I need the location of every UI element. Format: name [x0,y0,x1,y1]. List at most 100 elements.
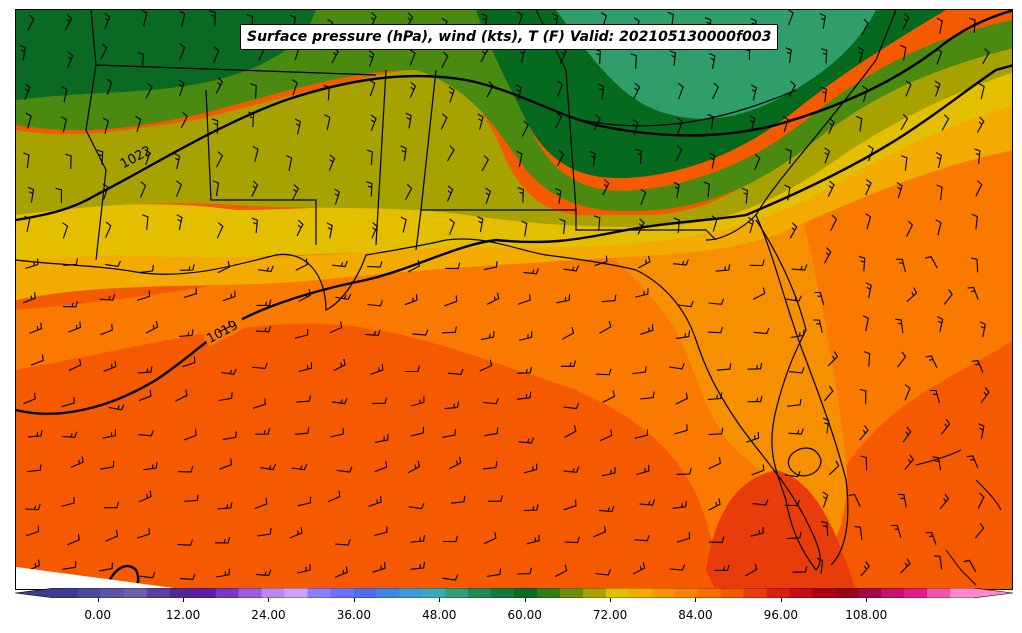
wind-barb [220,368,237,375]
wind-barb [819,13,826,29]
wind-barb [966,455,979,469]
wind-barb [477,113,484,130]
wind-barb [632,561,646,575]
wind-barb [23,152,30,169]
wind-barb [863,351,871,367]
wind-barb [676,468,692,475]
wind-barb [599,320,612,334]
wind-barb [335,293,352,300]
wind-barb [787,398,802,407]
wind-barb [324,114,331,131]
colorbar-segment [536,588,561,598]
wind-barb [182,356,196,368]
wind-barb [412,329,429,336]
wind-barb [372,397,388,404]
wind-barb [477,216,484,233]
wind-barb [366,149,373,166]
colorbar-tick [439,598,441,602]
wind-barb [963,559,977,572]
wind-barb [891,524,902,538]
wind-barb [596,368,612,376]
temp-band-transition [16,100,1012,300]
wind-barb [27,186,35,203]
wind-barb [409,49,416,66]
wind-barb [64,14,73,31]
wind-barb [896,258,907,273]
wind-barb [411,396,425,407]
wind-barb [602,179,610,196]
wind-barb [978,423,985,440]
wind-barb [633,82,641,100]
wind-barb [635,148,642,165]
colorbar-tick [524,598,526,602]
wind-barb [328,154,336,171]
wind-barb [634,429,649,439]
colorbar-tick-label: 96.00 [763,608,799,622]
wind-barb [256,299,272,306]
wind-barb [334,188,341,205]
wind-barb [827,351,839,367]
isobar-1019 [16,64,1012,415]
wind-barb [789,367,805,374]
wind-barb [179,43,186,60]
wind-barb [216,568,231,578]
wind-barb [861,18,869,35]
wind-barb [330,428,344,438]
wind-barb [822,491,829,508]
colorbar-segment [582,588,607,598]
wind-barb [323,84,330,101]
wind-barb [217,260,231,274]
wind-barb [407,460,421,474]
wind-barb [555,187,562,204]
wind-barb [865,178,872,196]
wind-barb [564,536,580,544]
wind-barb [709,152,716,169]
wind-barb [900,44,907,61]
wind-barb [334,566,348,578]
wind-barb [675,145,683,162]
wind-barb [555,112,563,129]
wind-barb [784,499,800,507]
colorbar-segment [950,588,974,598]
wind-barb [564,425,577,438]
wind-barb [637,218,645,235]
wind-barb [667,11,675,28]
wind-barb [602,390,616,403]
wind-barb [824,247,832,264]
wind-barb [250,83,257,99]
colorbar-tick [780,598,782,602]
wind-barb [369,79,376,96]
wind-barb [554,564,568,578]
wind-barb [442,574,459,581]
wind-barb [595,569,612,576]
map-panel: 1022 1019 Surface pressure (hPa), wind (… [15,9,1013,590]
temperature-colorbar [15,588,1013,598]
wind-barb [252,398,266,409]
wind-barb [479,359,493,372]
wind-barb [676,532,691,543]
wind-barb [102,183,109,200]
wind-barb [785,148,792,165]
wind-barb [828,460,840,476]
colorbar-tick [353,598,355,602]
wind-barb [486,292,500,305]
wind-barb [751,464,765,476]
wind-barb [675,330,691,340]
wind-barb [400,145,407,162]
wind-barb [326,222,333,239]
wind-barb [593,525,606,538]
wind-barb [447,145,455,162]
wind-barb [827,180,835,197]
wind-barb [858,255,866,272]
wind-barb [410,561,426,570]
wind-barb [442,428,456,438]
wind-barb [137,366,153,374]
wind-barb [715,264,731,272]
colorbar-ticks: 0.00 12.00 24.00 36.00 48.00 60.00 72.00 84.00 9… [0,598,1022,628]
wind-barb [404,294,418,306]
wind-barb [900,558,911,574]
wind-barb [184,494,199,502]
wind-barb [222,290,236,302]
wind-barb [258,265,274,273]
wind-barb [482,461,498,470]
